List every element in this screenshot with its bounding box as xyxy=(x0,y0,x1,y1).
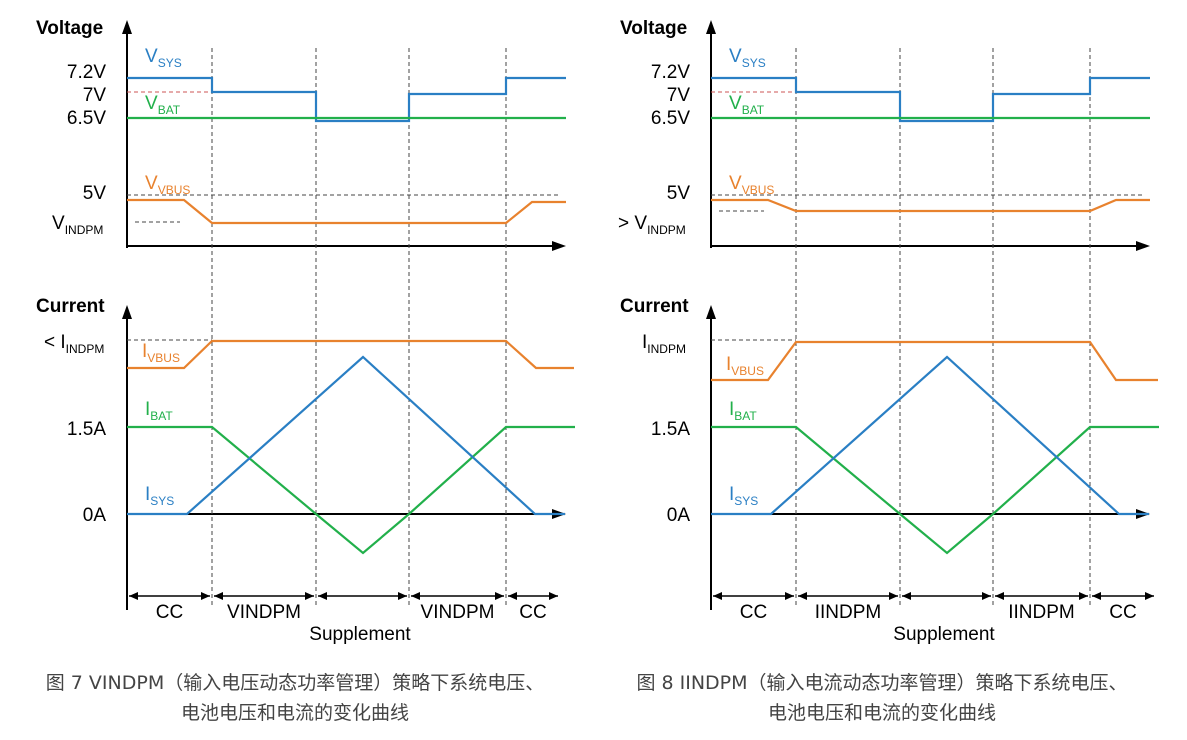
phase-label: IINDPM xyxy=(815,602,882,623)
isys-line xyxy=(127,355,565,516)
vbat-label: VBAT xyxy=(145,93,181,117)
voltage-tick-label: VINDPM xyxy=(52,213,103,237)
phase-bracket-arrow xyxy=(305,592,314,600)
figure-7-caption: 图 7 VINDPM（输入电压动态功率管理）策略下系统电压、 电池电压和电流的变… xyxy=(0,668,590,728)
vbat-label: VBAT xyxy=(729,93,765,117)
phase-label: CC xyxy=(740,602,767,623)
voltage-tick-label: 7.2V xyxy=(651,62,690,83)
phase-bracket-arrow xyxy=(1145,592,1154,600)
voltage-axis-title: Voltage xyxy=(36,18,103,39)
caption-line-1: 图 7 VINDPM（输入电压动态功率管理）策略下系统电压、 xyxy=(45,672,545,694)
ibat-label: IBAT xyxy=(145,399,173,423)
vsys-line xyxy=(711,76,1150,123)
phase-bracket-arrow xyxy=(201,592,210,600)
vvbus-label: VVBUS xyxy=(145,173,190,197)
voltage-tick-label: 7V xyxy=(667,85,691,106)
voltage-tick-label: 6.5V xyxy=(651,108,690,129)
current-tick-label: 1.5A xyxy=(67,419,106,440)
phase-bracket-arrow xyxy=(995,592,1004,600)
current-y-arrow xyxy=(706,305,716,319)
vsys-line xyxy=(127,76,566,123)
isys-label: ISYS xyxy=(145,484,174,508)
caption-line-2: 电池电压和电流的变化曲线 xyxy=(180,702,409,724)
vsys-label: VSYS xyxy=(729,46,766,70)
phase-bracket-arrow xyxy=(318,592,327,600)
ivbus-label: IVBUS xyxy=(142,341,180,365)
voltage-tick-label: 7V xyxy=(83,85,107,106)
phase-bracket-arrow xyxy=(398,592,407,600)
phase-bracket-arrow xyxy=(982,592,991,600)
phase-bracket-arrow xyxy=(1079,592,1088,600)
current-tick-label: 1.5A xyxy=(651,419,690,440)
vvbus-line xyxy=(127,198,566,225)
figure-8-caption: 图 8 IINDPM（输入电流动态功率管理）策略下系统电压、 电池电压和电流的变… xyxy=(587,668,1177,728)
vvbus-label: VVBUS xyxy=(729,173,774,197)
current-axis-title: Current xyxy=(620,296,689,317)
phase-bracket-arrow xyxy=(508,592,517,600)
current-tick-label: 0A xyxy=(667,505,691,526)
ibat-line xyxy=(127,425,575,555)
phase-label: VINDPM xyxy=(421,602,495,623)
phase-bracket-arrow xyxy=(549,592,558,600)
phase-label: CC xyxy=(519,602,546,623)
phase-caption-supplement: Supplement xyxy=(893,624,995,645)
voltage-x-arrow xyxy=(552,241,566,251)
voltage-axis-title: Voltage xyxy=(620,18,687,39)
phase-bracket-arrow xyxy=(713,592,722,600)
ivbus-line xyxy=(711,340,1158,382)
phase-bracket-arrow xyxy=(129,592,138,600)
voltage-y-arrow xyxy=(706,20,716,34)
voltage-x-arrow xyxy=(1136,241,1150,251)
vvbus-line xyxy=(711,198,1150,213)
caption-line-2: 电池电压和电流的变化曲线 xyxy=(767,702,996,724)
voltage-tick-label: 5V xyxy=(83,183,107,204)
phase-label: CC xyxy=(156,602,183,623)
voltage-tick-label: 5V xyxy=(667,183,691,204)
voltage-tick-label: 7.2V xyxy=(67,62,106,83)
phase-bracket-arrow xyxy=(411,592,420,600)
phase-label: CC xyxy=(1109,602,1136,623)
phase-bracket-arrow xyxy=(902,592,911,600)
ibat-line xyxy=(711,425,1159,555)
phase-bracket-arrow xyxy=(785,592,794,600)
phase-bracket-arrow xyxy=(1092,592,1101,600)
phase-bracket-arrow xyxy=(889,592,898,600)
current-tick-label: IINDPM xyxy=(642,332,686,356)
ibat-label: IBAT xyxy=(729,399,757,423)
phase-bracket-arrow xyxy=(214,592,223,600)
current-axis-title: Current xyxy=(36,296,105,317)
current-tick-label: < IINDPM xyxy=(44,332,104,356)
voltage-tick-label: > VINDPM xyxy=(618,213,686,237)
voltage-y-arrow xyxy=(122,20,132,34)
ivbus-line xyxy=(127,339,574,370)
phase-label: VINDPM xyxy=(227,602,301,623)
phase-bracket-arrow xyxy=(798,592,807,600)
isys-line xyxy=(711,355,1149,516)
caption-line-1: 图 8 IINDPM（输入电流动态功率管理）策略下系统电压、 xyxy=(636,672,1128,694)
current-tick-label: 0A xyxy=(83,505,107,526)
isys-label: ISYS xyxy=(729,484,758,508)
phase-bracket-arrow xyxy=(495,592,504,600)
current-y-arrow xyxy=(122,305,132,319)
voltage-tick-label: 6.5V xyxy=(67,108,106,129)
ivbus-label: IVBUS xyxy=(726,354,764,378)
phase-label: IINDPM xyxy=(1008,602,1075,623)
vsys-label: VSYS xyxy=(145,46,182,70)
phase-caption-supplement: Supplement xyxy=(309,624,411,645)
